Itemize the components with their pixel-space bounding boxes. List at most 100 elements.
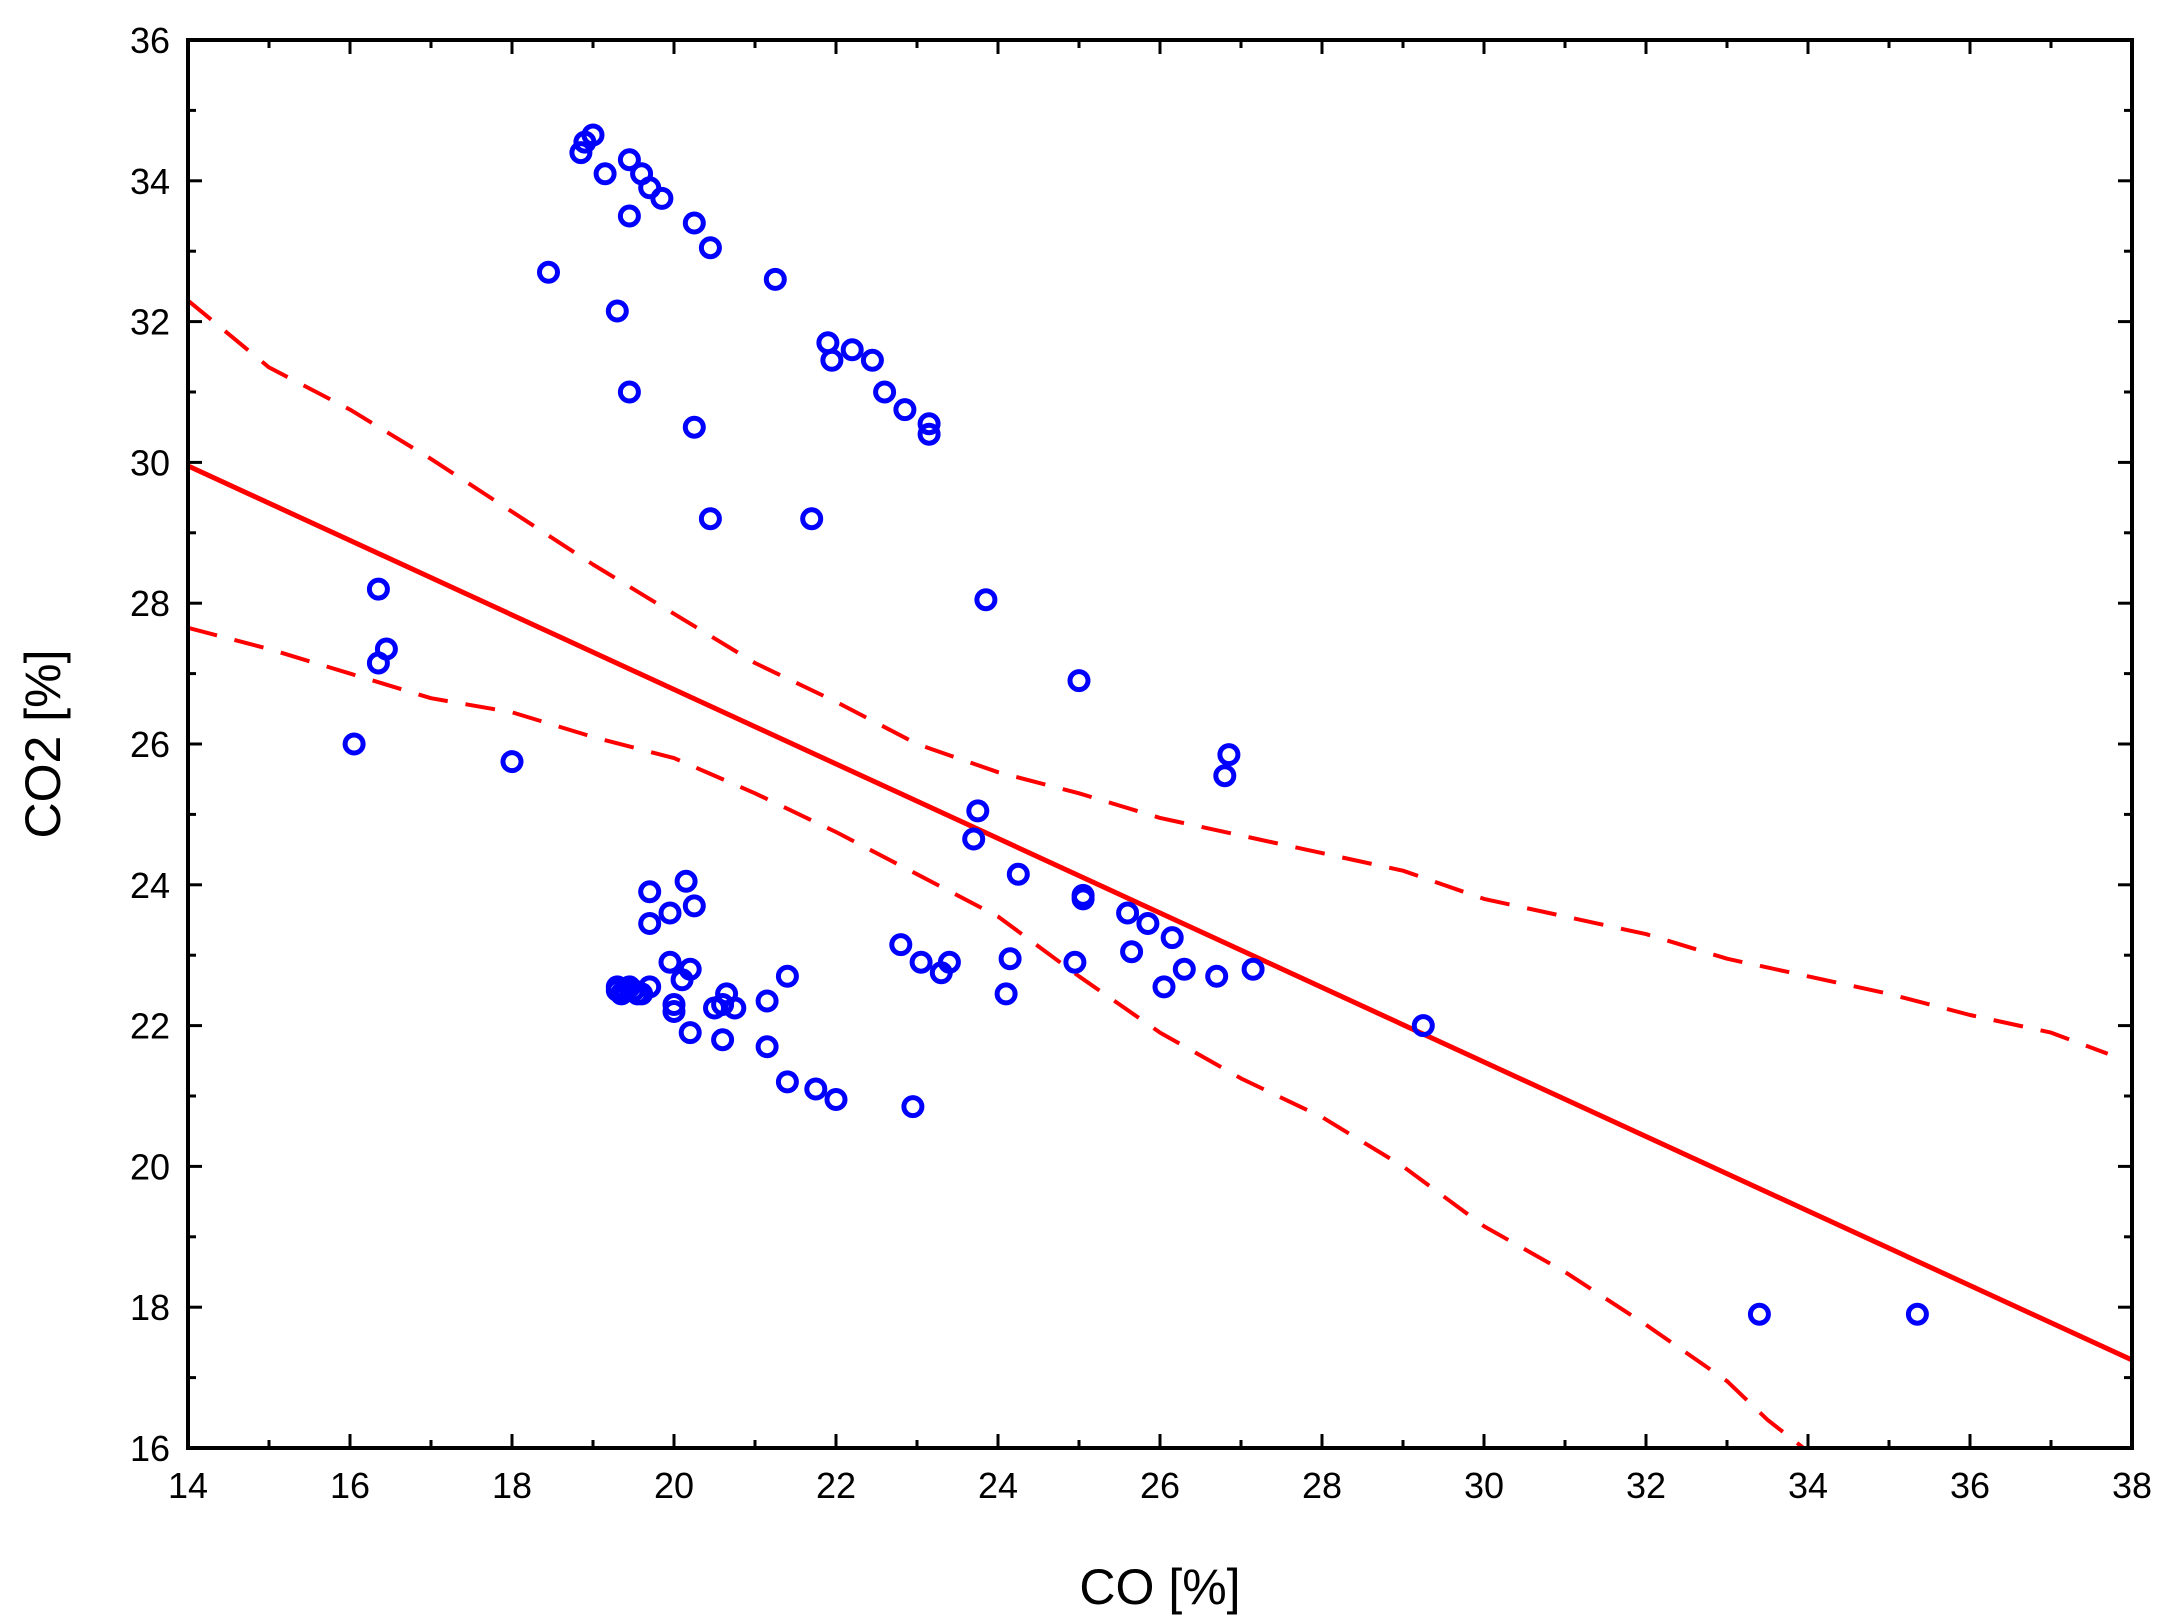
x-tick-label: 32 [1626,1465,1666,1506]
data-point [366,577,390,601]
plot-frame [186,38,2134,1450]
data-point [1241,957,1265,981]
y-tick-label: 34 [130,161,170,202]
axes: 14 16 18 20 22 24 26 28 30 32 34 36 3816182022242628… [130,20,2152,1506]
data-point [998,947,1022,971]
data-point [966,799,990,823]
y-tick-label: 36 [130,20,170,61]
data-point [775,1070,799,1094]
data-point [755,1035,779,1059]
data-point [617,204,641,228]
data-point [682,211,706,235]
data-point [1152,975,1176,999]
y-tick-label: 26 [130,724,170,765]
x-tick-label: 34 [1788,1465,1828,1506]
data-point [581,123,605,147]
data-point [917,422,941,446]
data-point [909,950,933,974]
data-point [703,996,726,1020]
fit-lines [188,298,2132,1448]
data-point [1160,926,1184,950]
data-point [662,1000,686,1023]
x-tick-label: 36 [1950,1465,1990,1506]
data-point [650,186,674,210]
data-point [658,901,682,925]
x-tick-label: 38 [2112,1465,2152,1506]
data-point [638,880,662,904]
data-point [929,961,953,985]
data-point [974,588,998,612]
data-point [537,260,560,284]
data-point [605,299,629,323]
data-point [893,398,917,422]
data-point [674,869,698,893]
data-point [901,1095,925,1119]
x-axis-title: CO [%] [1079,1559,1240,1615]
y-axis-title: CO2 [%] [15,650,71,839]
x-tick-label: 22 [816,1465,856,1506]
data-point [1063,950,1087,974]
data-point [1071,887,1095,911]
data-point [804,1077,828,1101]
data-point [617,380,641,404]
data-point [860,348,884,372]
y-tick-label: 16 [130,1428,170,1469]
data-point [816,331,840,355]
data-point [1006,862,1030,886]
data-point [617,148,641,172]
confidence-upper-line [188,298,2109,1056]
data-point [698,507,722,531]
data-point [342,732,366,756]
data-point [824,1088,848,1111]
data-points [342,123,1929,1326]
x-tick-label: 24 [978,1465,1018,1506]
data-point [775,964,799,988]
data-point [682,415,706,439]
y-tick-label: 32 [130,302,170,343]
data-point [500,750,524,774]
data-point [1905,1302,1929,1326]
data-point [962,827,986,851]
data-point [800,507,824,531]
x-tick-label: 16 [330,1465,370,1506]
y-tick-label: 20 [130,1146,170,1187]
data-point [1411,1014,1435,1038]
data-point [1120,940,1144,964]
data-point [820,348,844,372]
x-tick-label: 14 [168,1465,208,1506]
data-point [1067,669,1091,693]
data-point [638,912,662,935]
data-point [711,1028,735,1052]
x-tick-label: 18 [492,1465,532,1506]
data-point [670,968,694,992]
data-point [755,989,779,1013]
data-point [873,380,897,404]
data-point [763,267,787,291]
y-tick-label: 24 [130,865,170,906]
y-tick-label: 18 [130,1287,170,1328]
data-point [1747,1302,1771,1326]
data-point [1116,901,1140,925]
data-point [569,141,593,165]
data-point [917,412,941,436]
data-point [1136,912,1160,935]
x-tick-label: 26 [1140,1465,1180,1506]
y-tick-label: 28 [130,583,170,624]
data-point [593,162,617,186]
data-point [1213,764,1237,788]
data-point [994,982,1018,1006]
y-tick-label: 22 [130,1006,170,1047]
x-tick-label: 20 [654,1465,694,1506]
data-point [682,894,706,918]
regression-line [188,463,2132,1363]
data-point [1205,964,1229,988]
y-tick-label: 30 [130,442,170,483]
data-point [698,236,722,260]
data-point [678,1021,702,1045]
data-point [1217,743,1241,767]
data-point [658,950,682,974]
data-point [889,933,913,957]
x-tick-label: 30 [1464,1465,1504,1506]
data-point [1172,957,1196,981]
